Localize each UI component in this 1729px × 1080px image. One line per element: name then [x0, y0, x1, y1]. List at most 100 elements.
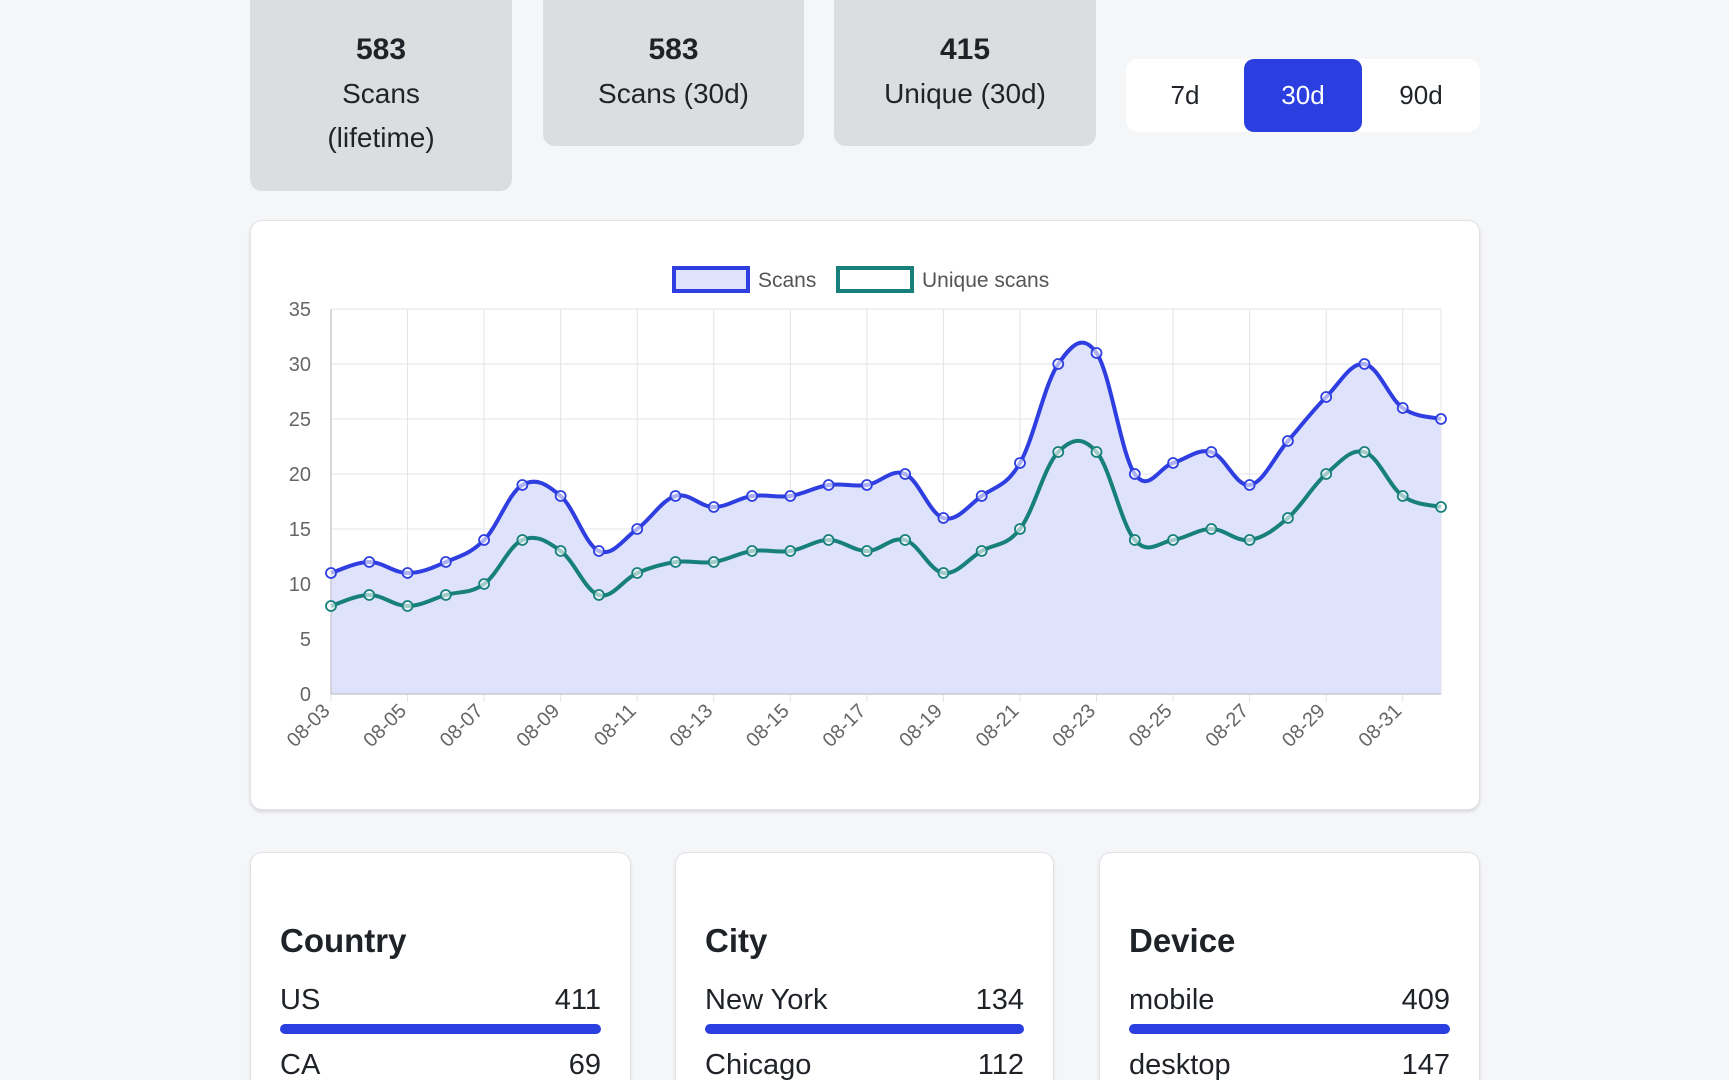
data-point-0	[1396, 402, 1409, 414]
data-point-1	[899, 534, 912, 546]
data-point-1	[746, 545, 758, 557]
stat-card-lifetime: 583 Scans (lifetime)	[250, 0, 512, 191]
row-bar-track	[705, 1024, 1024, 1034]
chart-card: 0 5 10 15 20 25 30 35 08-03 08-05 08-07 08-09 08-11 0…	[250, 220, 1480, 810]
x-tick-label: 08-09	[512, 700, 564, 752]
x-tick-label: 08-23	[1048, 700, 1100, 752]
x-tick-label: 08-07	[436, 700, 488, 752]
x-tick-label: 08-05	[359, 700, 411, 752]
device-title: Device	[1129, 922, 1236, 959]
data-point-0	[707, 501, 720, 513]
data-point-0	[860, 479, 873, 491]
data-point-0	[784, 490, 797, 502]
x-tick-label: 08-11	[590, 700, 641, 751]
row-value: 147	[1401, 1049, 1450, 1080]
data-point-1	[363, 589, 376, 601]
x-tick-label: 08-03	[283, 700, 335, 752]
data-point-0	[975, 490, 988, 502]
stat-label-lifetime: Scans	[342, 78, 420, 109]
data-point-0	[669, 490, 682, 502]
x-tick-label: 08-21	[972, 700, 1024, 752]
data-point-1	[325, 600, 337, 612]
list-item[interactable]: desktop 147	[1129, 1048, 1450, 1080]
data-point-1	[1014, 523, 1026, 535]
data-point-0	[554, 490, 567, 502]
data-point-0	[401, 567, 414, 579]
stat-label-30d: Scans (30d)	[598, 78, 749, 109]
x-tick-label: 08-31	[1355, 700, 1407, 752]
data-point-1	[554, 545, 567, 557]
row-bar-fill	[705, 1024, 1024, 1034]
data-point-1	[478, 578, 491, 590]
data-point-1	[1052, 446, 1065, 458]
data-point-1	[1358, 446, 1371, 458]
x-tick-label: 08-27	[1201, 700, 1253, 752]
row-label: US	[280, 984, 321, 1016]
data-point-1	[860, 545, 873, 557]
row-label: Chicago	[705, 1049, 812, 1080]
city-title: City	[705, 922, 768, 959]
y-tick-label: 0	[300, 684, 311, 706]
y-tick-label: 30	[289, 354, 311, 376]
scans-chart: 0 5 10 15 20 25 30 35 08-03 08-05 08-07 08-09 08-11 0…	[283, 266, 1447, 752]
data-point-1	[401, 600, 414, 612]
data-point-0	[1014, 457, 1026, 469]
row-label: CA	[280, 1049, 321, 1080]
y-tick-label: 5	[300, 629, 311, 651]
row-label: New York	[705, 984, 828, 1016]
row-bar-fill	[1129, 1024, 1450, 1034]
data-point-1	[784, 545, 797, 557]
row-value: 409	[1401, 984, 1450, 1016]
data-point-1	[439, 589, 452, 601]
country-title: Country	[280, 922, 407, 959]
data-point-1	[1396, 490, 1409, 502]
range-selector: 7d 30d 90d	[1126, 59, 1480, 132]
row-value: 134	[975, 984, 1024, 1016]
data-point-0	[1128, 468, 1141, 480]
row-value: 69	[568, 1049, 601, 1080]
range-7d-button[interactable]: 7d	[1170, 80, 1200, 110]
data-point-1	[1243, 534, 1256, 546]
data-point-0	[822, 479, 835, 491]
data-point-1	[937, 567, 950, 579]
data-point-1	[593, 589, 605, 601]
stat-value-30d: 583	[648, 33, 699, 66]
data-point-0	[746, 490, 758, 502]
series-area-0	[331, 342, 1441, 694]
data-point-0	[593, 545, 605, 557]
data-point-1	[1167, 534, 1179, 546]
x-tick-label: 08-19	[895, 700, 947, 752]
stat-value-lifetime: 583	[355, 33, 407, 66]
y-tick-label: 25	[289, 409, 311, 431]
data-point-0	[516, 479, 529, 491]
row-value: 411	[554, 984, 601, 1016]
list-item[interactable]: Chicago 112	[705, 1048, 1024, 1080]
list-item[interactable]: New York 134	[705, 983, 1024, 1034]
row-value: 112	[977, 1049, 1024, 1080]
list-item[interactable]: mobile 409	[1129, 983, 1450, 1034]
data-point-0	[1205, 446, 1218, 458]
range-90d-button[interactable]: 90d	[1399, 80, 1443, 110]
data-point-0	[899, 468, 912, 480]
data-point-0	[1435, 413, 1447, 425]
data-point-1	[1128, 534, 1141, 546]
row-label: mobile	[1129, 984, 1215, 1016]
x-tick-label: 08-29	[1278, 700, 1330, 752]
stat-card-30d: 583 Scans (30d)	[543, 0, 804, 146]
data-point-0	[439, 556, 452, 568]
stat-label-lifetime-sub: (lifetime)	[327, 122, 435, 153]
row-label: desktop	[1129, 1049, 1231, 1080]
data-point-1	[1090, 446, 1103, 458]
legend-label-0: Scans	[758, 269, 816, 292]
row-bar-track	[280, 1024, 601, 1034]
x-tick-label: 08-25	[1125, 700, 1177, 752]
list-item[interactable]: US 411	[280, 983, 601, 1034]
x-tick-label: 08-15	[742, 700, 794, 752]
range-30d-button[interactable]: 30d	[1244, 59, 1362, 132]
x-tick-label: 08-13	[666, 700, 718, 752]
data-point-1	[1435, 501, 1447, 513]
list-item[interactable]: CA 69	[280, 1048, 601, 1080]
data-point-0	[478, 534, 491, 546]
data-point-1	[1205, 523, 1218, 535]
row-bar-fill	[280, 1024, 601, 1034]
